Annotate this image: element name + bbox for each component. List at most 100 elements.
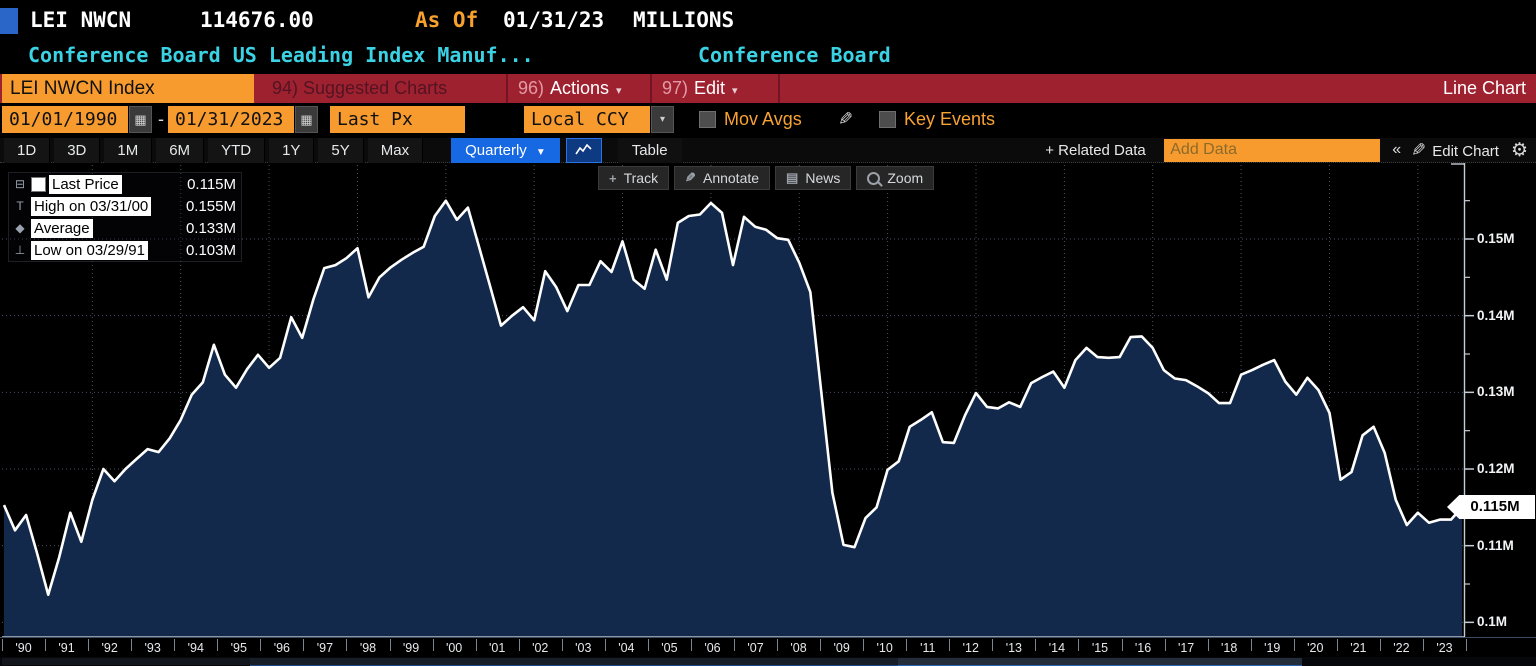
annotate-label: Annotate	[702, 170, 760, 186]
date-from-input[interactable]: 01/01/1990	[2, 106, 128, 133]
x-axis-tick	[604, 639, 606, 651]
chart-tool-news[interactable]: ▤ News	[775, 166, 852, 190]
chart-plot-area[interactable]	[0, 163, 1536, 637]
y-axis-tick-label: 0.1M	[1477, 614, 1508, 630]
x-axis-year-label: '15	[1091, 641, 1109, 655]
period-tab-3d[interactable]: 3D	[54, 137, 101, 163]
line-chart-type-button[interactable]	[565, 137, 602, 163]
command-bar: LEI NWCN Index 94) Suggested Charts 96) A…	[0, 74, 1536, 103]
as-of-date: 01/31/23	[503, 8, 605, 32]
x-axis-tick	[1121, 639, 1123, 651]
currency-selector[interactable]: Local CCY	[524, 106, 650, 133]
y-axis-tick-label: 0.12M	[1477, 461, 1515, 476]
scrollbar-track	[2, 658, 250, 665]
as-of-label: As Of	[415, 8, 479, 32]
chart-tools-bar: + Track ✎ Annotate ▤ News Zoom	[598, 166, 935, 190]
x-axis-year-label: '07	[747, 641, 764, 655]
security-input[interactable]: LEI NWCN Index	[2, 74, 254, 103]
x-axis-year-label: '16	[1134, 641, 1152, 655]
x-axis-tick	[260, 639, 262, 651]
x-axis-year-label: '91	[58, 641, 75, 655]
x-axis-year-label: '17	[1177, 641, 1195, 655]
period-tab-1y[interactable]: 1Y	[269, 137, 315, 163]
period-tab-group: 1D 3D 1M 6M YTD 1Y 5Y Max	[4, 137, 424, 163]
x-axis-tick	[174, 639, 176, 651]
x-axis-tick	[1164, 639, 1166, 651]
window-accent-bar	[0, 8, 18, 34]
edit-shortcut-number: 97)	[662, 78, 689, 98]
legend-value: 0.155M	[185, 197, 236, 215]
price-field-selector[interactable]: Last Px	[330, 106, 465, 133]
calendar-icon[interactable]: ▦	[295, 106, 318, 133]
period-tab-5y[interactable]: 5Y	[318, 137, 364, 163]
period-tab-1d[interactable]: 1D	[4, 137, 51, 163]
pencil-icon: ✎	[685, 170, 696, 185]
related-data-button[interactable]: + Related Data	[1045, 141, 1146, 159]
x-axis-tick	[1035, 639, 1037, 651]
suggested-charts-label: 94) Suggested Charts	[272, 78, 448, 98]
calendar-icon[interactable]: ▦	[129, 106, 152, 133]
x-axis-tick	[906, 639, 908, 651]
y-axis-tick-label: 0.14M	[1477, 307, 1515, 323]
x-axis-tick	[1250, 639, 1252, 651]
pencil-icon[interactable]: ✎	[838, 109, 854, 129]
actions-menu-button[interactable]: 96) Actions ▾	[518, 74, 622, 103]
legend-label: Last Price	[49, 174, 122, 194]
x-axis-year-label: '18	[1221, 641, 1238, 655]
legend-row[interactable]: ⊟ Last Price 0.115M	[9, 173, 241, 195]
add-data-input[interactable]	[1164, 138, 1381, 162]
x-axis-tick	[346, 639, 348, 651]
period-tab-ytd[interactable]: YTD	[208, 137, 266, 163]
pencil-icon: ✎	[1411, 139, 1427, 160]
legend-value: 0.103M	[185, 241, 236, 259]
collapse-chevrons-icon[interactable]: «	[1392, 141, 1402, 158]
gear-icon[interactable]: ⚙	[1510, 139, 1528, 161]
date-from-value: 01/01/1990	[9, 109, 118, 130]
x-axis-tick	[820, 639, 822, 651]
date-to-input[interactable]: 01/31/2023	[168, 106, 294, 133]
x-axis-tick	[734, 639, 735, 651]
chart-scrollbar[interactable]	[0, 657, 1536, 666]
edit-menu-button[interactable]: 97) Edit ▾	[662, 74, 738, 103]
last-price-value: 114676.00	[200, 8, 314, 32]
cross-icon: +	[609, 170, 617, 186]
chart-tool-annotate[interactable]: ✎ Annotate	[674, 166, 771, 190]
x-axis-year-label: '10	[876, 641, 893, 655]
chart-tool-track[interactable]: + Track	[598, 166, 670, 190]
chevron-down-icon: ▼	[535, 146, 546, 158]
scrollbar-track	[250, 658, 898, 666]
chart-tool-zoom[interactable]: Zoom	[856, 166, 935, 190]
suggested-charts-button[interactable]: 94) Suggested Charts	[262, 74, 505, 103]
edit-chart-label: Edit Chart	[1432, 142, 1499, 160]
x-axis-year-label: '23	[1436, 641, 1453, 655]
frequency-value: Quarterly	[465, 141, 527, 159]
scrollbar-thumb[interactable]	[898, 658, 1302, 666]
edit-chart-button[interactable]: ✎ Edit Chart	[1411, 140, 1499, 161]
period-tab-max[interactable]: Max	[367, 137, 424, 163]
x-axis-year-label: '11	[920, 641, 936, 655]
zoom-label: Zoom	[887, 170, 924, 186]
x-axis-tick	[1379, 639, 1381, 651]
period-tab-6m[interactable]: 6M	[156, 137, 205, 163]
y-axis-tick-label: 0.13M	[1477, 384, 1515, 400]
legend-row[interactable]: T High on 03/31/00 0.155M	[9, 195, 241, 217]
key-events-checkbox[interactable]	[879, 111, 896, 128]
x-axis-year-label: '06	[704, 641, 721, 655]
legend-label: High on 03/31/00	[31, 196, 152, 216]
area-fill	[4, 200, 1462, 636]
x-axis-year-label: '14	[1048, 641, 1066, 655]
period-tab-1m[interactable]: 1M	[104, 137, 153, 163]
x-axis-year-label: '93	[144, 641, 161, 655]
legend-row[interactable]: ⊥ Low on 03/29/91 0.103M	[9, 239, 241, 261]
chevron-down-icon[interactable]: ▾	[651, 106, 674, 133]
x-axis-tick	[131, 639, 133, 651]
x-axis-tick	[2, 639, 3, 651]
legend-row[interactable]: ◆ Average 0.133M	[9, 217, 241, 239]
x-axis-tick	[1422, 639, 1424, 651]
table-view-button[interactable]: Table	[617, 137, 682, 163]
frequency-dropdown[interactable]: Quarterly ▼	[451, 137, 560, 163]
x-axis-tick	[561, 639, 563, 651]
x-axis-year-label: '22	[1393, 641, 1410, 655]
x-axis-year-label: '08	[790, 641, 807, 655]
mov-avgs-checkbox[interactable]	[699, 111, 716, 128]
